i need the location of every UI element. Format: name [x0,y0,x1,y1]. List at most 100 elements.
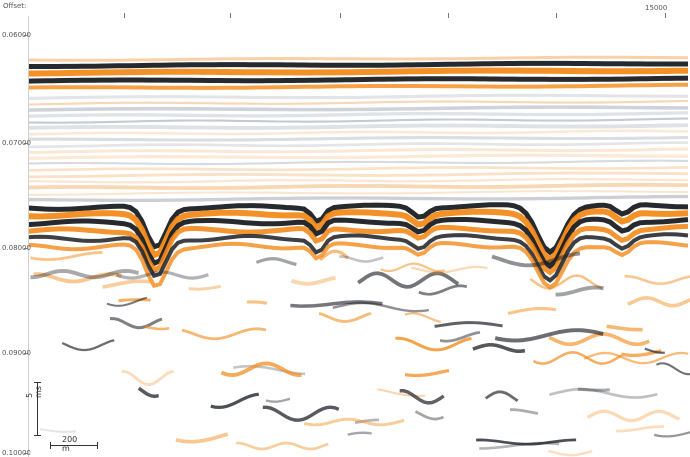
seismic-reflector [380,262,445,273]
seismic-reflector [583,351,689,365]
seismic-reflector [28,99,689,106]
seismic-reflector [30,268,140,280]
seismic-reflector [28,223,689,276]
time-label: 0.06000 [2,31,31,39]
seismic-reflector [28,141,688,149]
seismic-reflector [188,284,221,291]
seismic-reflector [28,165,689,172]
seismic-reflector [28,147,689,154]
seismic-reflector [507,307,557,315]
seismic-reflector [606,324,643,332]
vertical-scale-label: 5 ms [25,386,43,398]
seismic-reflector [347,431,372,436]
seismic-reflector [137,386,160,399]
seismic-reflector [28,105,689,112]
seismic-section[interactable] [28,16,690,457]
seismic-reflector [28,202,689,256]
seismic-reflector [175,432,229,444]
seismic-reflector [236,441,329,451]
offset-tick [556,13,557,18]
seismic-reflector [395,336,472,352]
seismic-reflector [627,296,690,308]
seismic-reflector [547,449,593,457]
offset-axis-label: Offset: [3,2,27,10]
seismic-reflector [548,387,658,399]
seismic-reflector [510,408,539,415]
seismic-reflector [262,405,340,422]
seismic-reflector [494,328,604,343]
seismic-reflector [118,298,151,303]
seismic-reflector [624,275,690,285]
seismic-reflector [28,67,688,77]
seismic-reflector [484,390,519,402]
seismic-reflector [577,387,610,392]
seismic-reflector [102,279,151,289]
seismic-reflector [555,285,604,297]
seismic-reflector [28,60,688,69]
vertical-scale-cap [34,435,41,436]
vertical-scale-cap [34,382,41,383]
seismic-reflector [28,194,688,203]
seismic-reflector [28,190,688,196]
seismic-reflector [491,251,581,268]
seismic-reflector [411,265,488,274]
seismic-reflector [303,417,405,427]
seismic-reflector [377,388,426,398]
seismic-reflector [653,431,690,438]
offset-tick [124,13,125,18]
seismic-reflector [28,129,689,136]
vertical-scale-line [37,382,38,435]
seismic-reflector [28,159,688,166]
seismic-reflector [28,82,688,90]
time-label: 0.09000 [2,349,31,357]
seismic-reflector [354,418,380,424]
seismic-reflector [472,343,526,353]
seismic-reflector [255,256,297,267]
seismic-reflector [404,368,450,378]
seismic-reflector [28,232,689,283]
offset-end-value: 15000 [645,4,668,12]
seismic-reflector [28,55,689,62]
seismic-reflector [28,111,689,118]
seismic-reflector [399,388,445,405]
seismic-reflector [332,301,429,313]
seismic-reflector [28,153,688,160]
seismic-reflector [210,392,260,410]
time-tick [24,453,28,454]
seismic-reflector [319,249,349,262]
seismic-reflector [357,271,460,289]
time-label: 0.10000 [2,449,31,457]
seismic-reflector [476,438,577,446]
seismic-reflector [404,312,442,323]
horizontal-scale-cap [50,442,51,449]
seismic-reflector [28,123,689,130]
offset-tick [230,13,231,18]
time-tick [24,353,28,354]
seismic-reflector [28,208,689,264]
offset-tick [340,13,341,18]
seismic-reflector [28,117,688,124]
horizontal-scale-label: 200 m [62,435,78,453]
seismic-reflector [30,251,103,261]
seismic-reflector [61,339,115,352]
seismic-reflector [265,397,291,403]
seismic-reflector [144,325,170,331]
seismic-reflector [418,284,468,296]
horizontal-scale-cap [97,442,98,449]
scale-bar-backdrop [30,378,102,454]
seismic-reflector [28,171,688,179]
seismic-reflector [28,216,689,270]
time-tick [24,35,28,36]
seismic-reflector [220,361,302,378]
seismic-reflector [106,296,148,307]
time-tick [24,248,28,249]
seismic-reflector [532,351,623,365]
seismic-reflector [644,347,665,354]
seismic-reflector [290,275,336,286]
seismic-reflector [339,255,384,263]
seismic-reflector [434,321,503,328]
seismic-reflector [616,425,665,433]
seismic-reflector [28,75,689,84]
seismic-reflector [529,274,603,290]
